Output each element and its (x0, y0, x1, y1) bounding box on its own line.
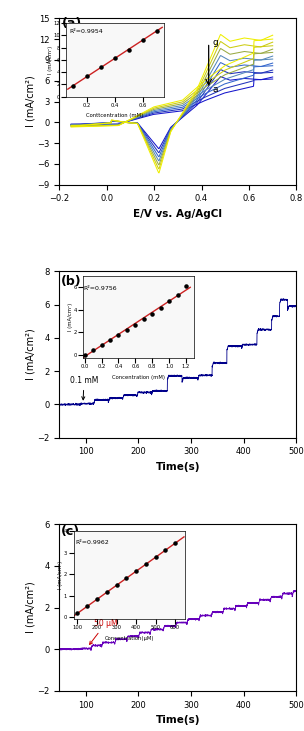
Text: a: a (212, 85, 218, 94)
Y-axis label: I (mA/cm²): I (mA/cm²) (26, 582, 36, 634)
Text: (a): (a) (62, 17, 82, 29)
X-axis label: Time(s): Time(s) (156, 715, 200, 725)
Text: g: g (212, 37, 218, 47)
Text: 50 μM: 50 μM (90, 619, 117, 645)
Text: 0.1 mM: 0.1 mM (70, 376, 98, 400)
X-axis label: E/V vs. Ag/AgCl: E/V vs. Ag/AgCl (133, 209, 222, 219)
Text: (b): (b) (61, 275, 81, 287)
Y-axis label: I (mA/cm²): I (mA/cm²) (26, 75, 36, 127)
Y-axis label: I (mA/cm²): I (mA/cm²) (26, 329, 36, 380)
X-axis label: Time(s): Time(s) (156, 462, 200, 472)
Text: (c): (c) (61, 525, 80, 538)
